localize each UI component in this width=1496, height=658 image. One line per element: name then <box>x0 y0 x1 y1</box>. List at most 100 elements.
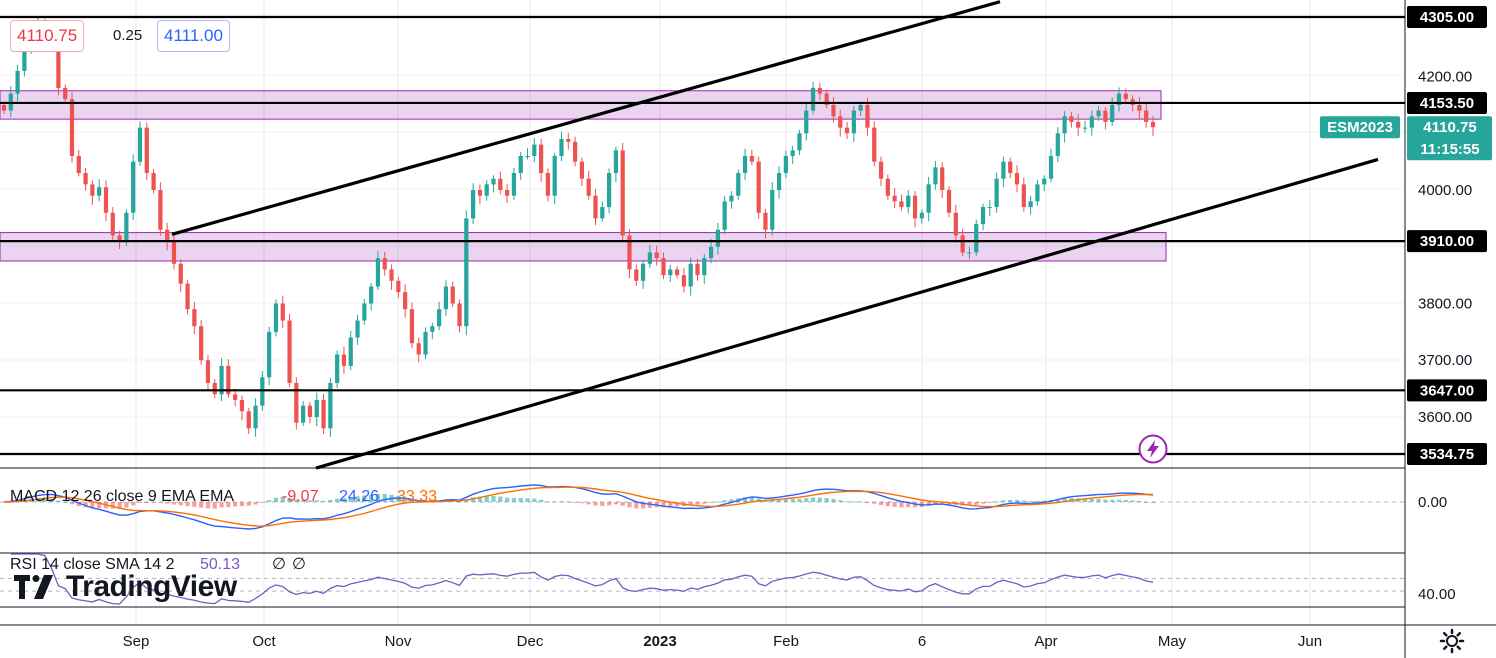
candle-body-57 <box>389 269 394 281</box>
macd-hist-bar-89 <box>606 502 612 506</box>
tradingview-logo[interactable]: TradingView <box>14 570 237 604</box>
resistance-support-zones <box>0 90 1167 262</box>
last-price-tag-bg <box>1407 116 1492 161</box>
candle-body-103 <box>702 258 707 276</box>
candle-body-153 <box>1042 178 1047 185</box>
candle-body-130 <box>885 178 890 196</box>
level-tag-bg-0 <box>1407 6 1487 28</box>
candle-body-35 <box>239 399 245 412</box>
candle-body-118 <box>804 110 809 134</box>
candle-body-39 <box>267 331 272 378</box>
candle-body-162 <box>1103 110 1108 122</box>
candle-body-25 <box>171 241 177 264</box>
macd-hist-bar-21 <box>144 502 149 503</box>
macd-hist-bar-44 <box>301 499 306 502</box>
macd-hist-bar-95 <box>647 502 652 508</box>
macd-hist-bar-43 <box>294 499 299 502</box>
macd-hist-bar-123 <box>838 500 843 502</box>
rsi-tick: 40.00 <box>1418 586 1456 603</box>
candle-body-64 <box>437 309 442 327</box>
candle-body-141 <box>960 235 965 253</box>
bid-price-button[interactable]: 4110.75 <box>10 20 85 52</box>
candle-body-88 <box>600 207 605 219</box>
bolt-icon[interactable] <box>1138 434 1168 464</box>
level-tag-bg-2 <box>1407 230 1487 253</box>
macd-hist-bar-152 <box>1035 500 1040 502</box>
macd-hist-bar-113 <box>770 500 775 502</box>
macd-hist-bar-51 <box>348 497 353 502</box>
candle-body-27 <box>185 283 190 310</box>
macd-hist-bar-82 <box>559 501 564 503</box>
macd-hist-bar-103 <box>702 502 707 504</box>
candle-body-33 <box>226 365 231 395</box>
candle-body-113 <box>770 190 775 230</box>
macd-hist-bar-19 <box>131 502 136 506</box>
candle-body-128 <box>872 127 877 162</box>
macd-hist-bar-136 <box>926 502 931 506</box>
candle-body-112 <box>763 212 768 230</box>
candle-body-142 <box>967 252 972 254</box>
macd-hist-bar-73 <box>498 496 503 502</box>
macd-hist-bar-84 <box>572 502 578 503</box>
macd-hist-bar-88 <box>600 502 605 507</box>
macd-hist-bar-37 <box>253 502 258 505</box>
candle-body-160 <box>1089 116 1094 128</box>
candle-body-161 <box>1096 110 1101 117</box>
rsi-line <box>10 553 1154 605</box>
candle-body-134 <box>912 195 918 219</box>
candle-body-78 <box>532 144 537 157</box>
macd-hist-bar-67 <box>457 501 462 503</box>
macd-hist-bar-46 <box>314 500 319 502</box>
candle-body-15 <box>103 187 109 213</box>
macd-hist-bar-76 <box>518 497 523 502</box>
tradingview-wordmark: TradingView <box>66 570 237 603</box>
macd-hist-bar-36 <box>246 502 251 506</box>
level-tag-0: 4305.00 <box>1420 9 1474 26</box>
macd-hist-bar-116 <box>790 499 795 502</box>
rsi-na-1: ∅ <box>272 556 286 573</box>
macd-hist-bar-42 <box>287 497 292 502</box>
candle-body-70 <box>477 190 483 196</box>
candle-body-42 <box>287 320 292 383</box>
candle-body-8 <box>56 45 61 88</box>
macd-hist-bar-162 <box>1103 499 1108 502</box>
macd-hist-bar-34 <box>233 502 238 507</box>
macd-hist-bar-110 <box>749 497 754 502</box>
candle-body-122 <box>831 104 836 117</box>
candle-body-73 <box>498 178 503 191</box>
candle-body-152 <box>1035 184 1040 202</box>
candle-body-123 <box>838 116 843 128</box>
candle-body-37 <box>253 405 258 429</box>
candle-body-124 <box>844 127 850 134</box>
macd-hist-bar-155 <box>1055 499 1060 502</box>
gear-icon[interactable] <box>1438 627 1466 655</box>
level-tag-2: 3910.00 <box>1420 233 1474 250</box>
macd-hist-bar-105 <box>715 501 720 503</box>
macd-hist-bar-169 <box>1150 502 1156 503</box>
macd-signal-line <box>3 486 1154 527</box>
ask-price-button[interactable]: 4111.00 <box>157 20 230 52</box>
candle-body-54 <box>369 286 374 304</box>
candle-body-3 <box>22 45 27 71</box>
macd-hist-bar-86 <box>586 502 591 505</box>
candle-body-115 <box>783 156 788 174</box>
macd-hist-bar-55 <box>375 493 381 502</box>
macd-hist-bar-149 <box>1014 499 1020 502</box>
candle-body-31 <box>212 382 217 395</box>
level-price-tags: 4305.00 4153.50 3910.00 3647.00 3534.75 ESM20… <box>1320 6 1492 465</box>
candle-body-167 <box>1137 104 1142 111</box>
macd-hist-bar-59 <box>403 497 408 502</box>
candle-body-23 <box>158 190 163 230</box>
macd-hist-bar-128 <box>872 502 877 504</box>
macd-hist-bar-12 <box>83 502 88 508</box>
candle-body-93 <box>634 269 639 281</box>
candle-body-97 <box>661 258 666 276</box>
candle-body-61 <box>416 343 421 355</box>
time-tick-0: Sep <box>123 633 150 650</box>
candle-body-127 <box>865 104 870 128</box>
macd-hist-bar-121 <box>824 498 829 502</box>
candle-body-50 <box>341 354 347 366</box>
candle-body-138 <box>940 167 945 191</box>
